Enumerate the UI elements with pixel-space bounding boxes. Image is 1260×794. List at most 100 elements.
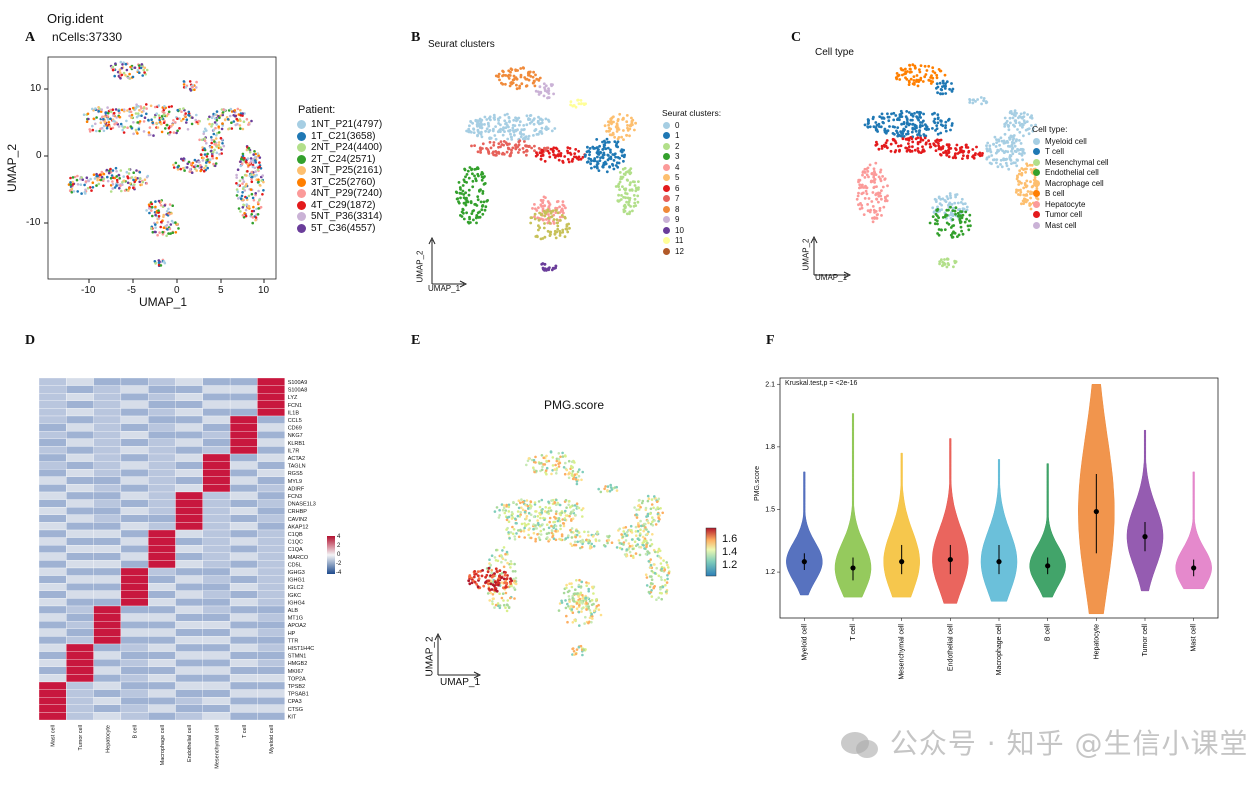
umap-point: [512, 118, 516, 122]
umap-point: [939, 120, 943, 123]
heatmap-cell: [148, 446, 176, 455]
umap-point: [574, 588, 577, 591]
umap-point: [522, 529, 526, 533]
legend-label: 5: [675, 173, 680, 183]
umap-point: [642, 529, 645, 533]
umap-point: [554, 503, 558, 507]
heatmap-cell: [66, 545, 94, 553]
umap-point: [560, 533, 564, 536]
heatmap-cell: [66, 476, 94, 485]
umap-point: [649, 507, 653, 511]
umap-point: [978, 151, 982, 155]
heatmap-cell: [229, 583, 258, 591]
heatmap-cell: [38, 476, 67, 485]
umap-point: [545, 454, 548, 458]
umap-point: [601, 147, 605, 151]
heatmap-cell: [175, 689, 203, 698]
umap-point: [492, 143, 496, 147]
umap-point: [461, 189, 465, 193]
umap-point: [568, 600, 571, 603]
heatmap-cell: [120, 446, 149, 455]
umap-point: [880, 147, 884, 150]
umap-point: [171, 123, 175, 126]
heatmap-cell: [202, 415, 231, 424]
umap-point: [532, 122, 536, 126]
umap-point: [499, 554, 503, 557]
legend-swatch: [297, 166, 306, 176]
umap-point: [988, 161, 992, 165]
heatmap-cell: [257, 643, 285, 652]
legend-item: 4: [663, 162, 684, 173]
heatmap-cell: [93, 545, 122, 553]
umap-point: [605, 129, 608, 133]
umap-point: [251, 221, 254, 225]
umap-point: [524, 135, 528, 139]
heatmap-cell: [148, 408, 176, 417]
legend-label: 8: [675, 204, 680, 214]
umap-point: [125, 68, 129, 72]
umap-point: [907, 79, 911, 83]
umap-point: [484, 205, 488, 209]
umap-point: [566, 146, 570, 149]
umap-point: [1016, 158, 1019, 162]
heatmap-cell: [229, 681, 258, 690]
umap-point: [928, 142, 932, 146]
umap-point: [157, 215, 161, 218]
umap-point: [487, 152, 491, 155]
umap-point: [540, 508, 543, 512]
heatmap-cell: [93, 636, 122, 645]
umap-point: [91, 107, 94, 111]
umap-point: [961, 151, 965, 154]
umap-point: [490, 575, 494, 579]
umap-point: [1021, 148, 1025, 152]
umap-point: [506, 516, 509, 519]
umap-point: [550, 499, 553, 502]
umap-point: [161, 233, 165, 236]
heatmap-cell: [175, 598, 203, 607]
legend-label: Endothelial cell: [1045, 168, 1099, 178]
umap-point: [568, 471, 571, 474]
umap-point: [502, 152, 506, 156]
umap-point: [937, 142, 940, 145]
umap-point: [142, 130, 146, 133]
heatmap-cell: [120, 659, 149, 667]
wechat-icon: [840, 730, 880, 760]
umap-point: [857, 191, 860, 195]
umap-point: [637, 186, 640, 190]
heatmap-row-label: ALB: [288, 608, 299, 614]
umap-point: [200, 138, 204, 142]
umap-point: [563, 454, 567, 457]
umap-point: [947, 143, 951, 147]
heatmap-cell: [66, 643, 94, 652]
heatmap-cell: [38, 537, 67, 546]
umap-point: [941, 79, 945, 83]
umap-point: [489, 582, 493, 586]
heatmap-col-label: Mast cell: [51, 725, 57, 747]
legend-item: 8: [663, 204, 684, 215]
heatmap-cell: [175, 552, 203, 561]
umap-point: [630, 189, 634, 192]
heatmap-cell: [175, 385, 203, 394]
umap-point: [111, 180, 114, 183]
umap-point: [542, 456, 545, 460]
umap-point: [124, 74, 127, 77]
umap-point: [922, 133, 926, 136]
umap-point: [654, 508, 658, 511]
heatmap-cell: [175, 507, 203, 515]
heatmap-cell: [257, 400, 285, 409]
umap-point: [239, 164, 243, 168]
heatmap-row-label: FCN3: [288, 494, 302, 500]
umap-point: [944, 120, 948, 124]
umap-point: [554, 206, 557, 210]
umap-point: [919, 134, 922, 138]
umap-point: [567, 605, 570, 608]
umap-point: [912, 79, 916, 82]
umap-point: [482, 584, 486, 588]
umap-point: [629, 554, 633, 558]
umap-point: [140, 183, 143, 186]
umap-point: [887, 119, 891, 123]
umap-point: [253, 159, 257, 162]
umap-point: [103, 120, 107, 124]
heatmap-cell: [257, 415, 285, 424]
umap-point: [594, 538, 598, 541]
